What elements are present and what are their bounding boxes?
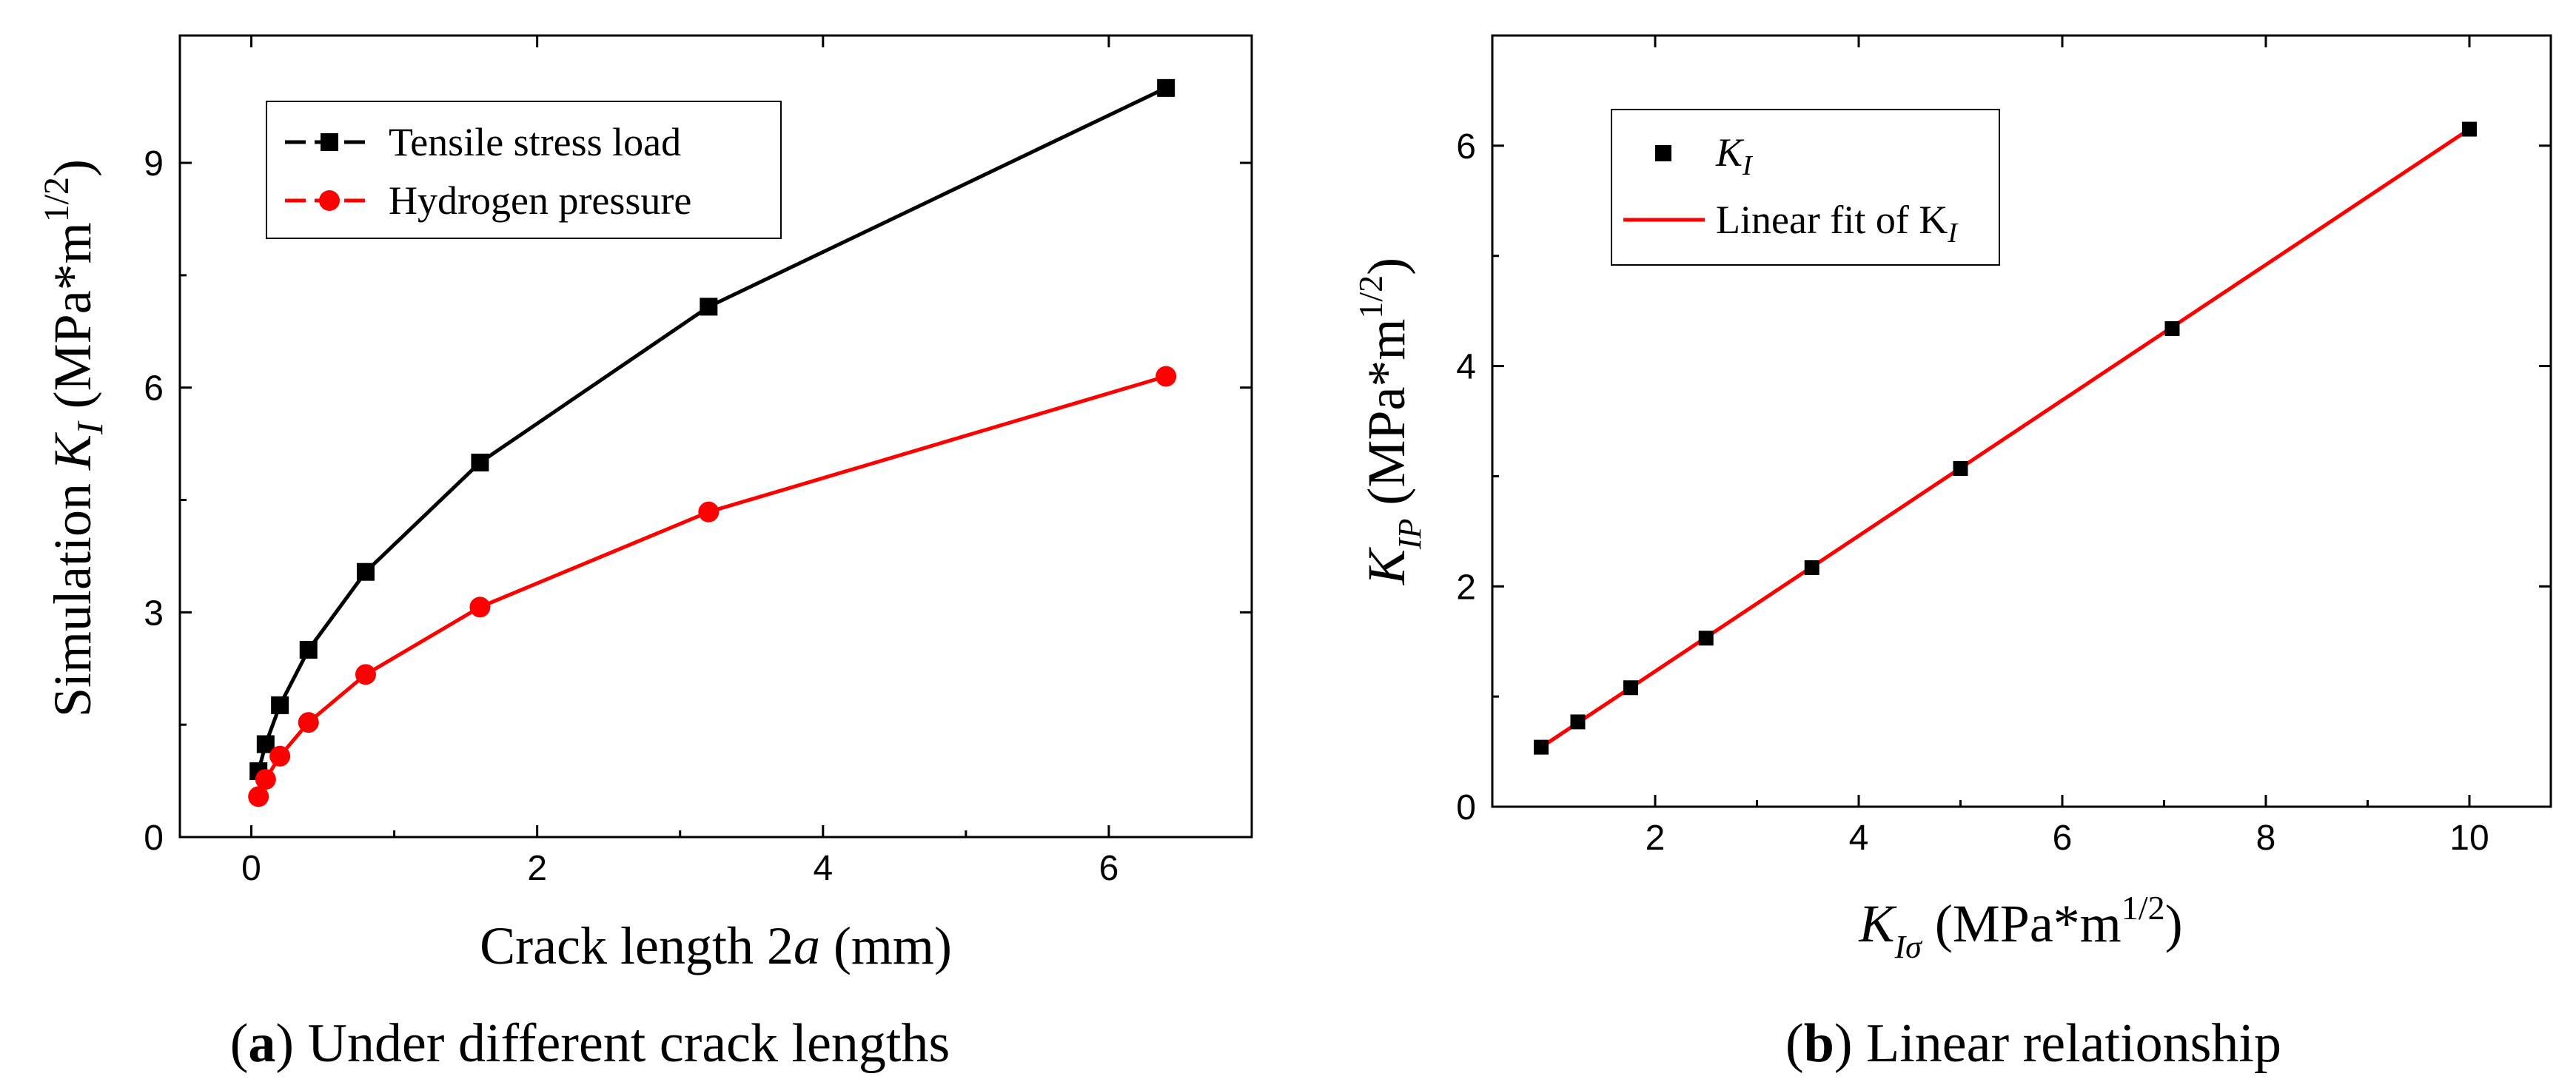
panel-b-caption-label: b	[1804, 1013, 1834, 1074]
panel-b-y-tick-label: 6	[1456, 127, 1476, 167]
panel-b-xlabel-mid: (MPa*m	[1922, 894, 2121, 953]
panel-b-x-tick-label: 4	[1849, 819, 1869, 858]
panel-a-caption-text: Under different crack lengths	[294, 1013, 950, 1074]
legend-label-ki-var: K	[1715, 130, 1745, 175]
panel-a-ylabel-post: )	[43, 159, 102, 177]
panel-a-y-tick-label: 9	[144, 144, 164, 184]
panel-b-ylabel-mid: (MPa*m	[1357, 319, 1416, 519]
data-point-tensile	[471, 453, 489, 471]
data-point-hydrogen	[269, 745, 291, 767]
legend-marker-tensile	[321, 133, 338, 151]
panel-b-xlabel-sub: Iσ	[1894, 929, 1923, 965]
panel-a-ylabel-mid: (MPa*m	[43, 222, 102, 422]
data-point-tensile	[271, 696, 289, 714]
legend-marker-ki	[1655, 145, 1671, 161]
panel-a-y-tick-label: 3	[144, 594, 164, 633]
data-point-hydrogen	[248, 786, 269, 807]
panel-b-series	[1534, 121, 2477, 755]
data-point-ki	[1804, 560, 1819, 575]
panel-b-caption: (b) Linear relationship	[1785, 1013, 2281, 1074]
data-point-ki	[1534, 739, 1549, 755]
panel-a-x-tick-label: 4	[813, 849, 833, 888]
panel-b-ylabel-var: K	[1357, 546, 1416, 585]
legend-label-fit-sub: I	[1947, 218, 1959, 249]
panel-a-ylabel-sub: I	[69, 420, 110, 435]
data-point-hydrogen	[469, 597, 491, 618]
legend-marker-hydrogen	[319, 190, 340, 211]
data-point-hydrogen	[255, 769, 276, 790]
panel-a-x-tick-label: 6	[1099, 849, 1119, 888]
panel-b-caption-text: Linear relationship	[1853, 1013, 2281, 1074]
legend-label-fit: Linear fit of KI	[1716, 198, 1959, 249]
panel-a-caption: (a) Under different crack lengths	[230, 1013, 950, 1074]
panel-b-x-tick-label: 10	[2449, 819, 2489, 858]
data-point-hydrogen	[698, 501, 720, 523]
panel-a-x-tick-label: 0	[241, 849, 261, 888]
panel-b-y-axis-title: KIP (MPa*m1/2)	[1352, 258, 1428, 585]
panel-b-x-tick-label: 2	[1646, 819, 1666, 858]
panel-b-ylabel-post: )	[1357, 258, 1416, 275]
data-point-tensile	[299, 640, 318, 659]
data-point-ki	[1698, 631, 1714, 646]
panel-b-legend: KI Linear fit of KI	[1611, 109, 2000, 266]
panel-b-x-tick-label: 6	[2053, 819, 2073, 858]
linear-fit-line	[1540, 127, 2471, 749]
panel-b-plot-frame	[1491, 34, 2552, 808]
panel-a-y-axis-title: Simulation KI (MPa*m1/2)	[37, 159, 110, 717]
panel-b-legend-box	[1611, 109, 2000, 266]
data-point-ki	[2462, 121, 2477, 137]
panel-a-caption-label: a	[248, 1013, 275, 1074]
panel-b-ylabel-sup: 1/2	[1352, 275, 1389, 319]
panel-a-x-tick-label: 2	[527, 849, 547, 888]
data-point-ki	[1953, 461, 1968, 477]
panel-a: 0 2 4 6 0 3 6 9 Tensile stress load Hydrogen pr…	[37, 34, 1253, 1074]
panel-a-xlabel-var: a	[794, 916, 820, 975]
panel-a-ylabel-sup: 1/2	[37, 177, 76, 222]
panel-b-x-tick-label: 8	[2256, 819, 2276, 858]
panel-a-y-tick-label: 0	[144, 819, 164, 858]
panel-b-xlabel-sup: 1/2	[2121, 889, 2165, 927]
data-point-ki	[1623, 680, 1638, 696]
panel-b-y-tick-label: 0	[1456, 788, 1476, 827]
panel-a-x-axis-title: Crack length 2a (mm)	[480, 916, 952, 975]
panel-b-y-tick-label: 4	[1456, 348, 1476, 387]
panel-a-ylabel-var: K	[43, 431, 102, 471]
panel-b-x-axis-title: KIσ (MPa*m1/2)	[1858, 889, 2182, 965]
panel-a-series	[248, 78, 1177, 807]
panel-b-ylabel-sub: IP	[1392, 519, 1428, 551]
series-line-hydrogen	[256, 374, 1167, 798]
panel-b-xlabel-var: K	[1858, 894, 1897, 953]
panel-a-xlabel-pre: Crack length 2	[480, 916, 794, 975]
legend-label-ki-sub: I	[1742, 150, 1754, 181]
data-point-hydrogen	[1155, 366, 1177, 387]
data-point-hydrogen	[355, 664, 376, 685]
legend-label-hydrogen: Hydrogen pressure	[389, 178, 691, 223]
panel-a-ticks: 0 2 4 6 0 3 6 9	[144, 36, 1252, 888]
panel-a-plot-frame	[178, 34, 1253, 839]
data-point-ki	[1570, 714, 1586, 730]
panel-b-ticks: 2 4 6 8 10 0 2 4 6	[1456, 36, 2551, 858]
panel-a-xlabel-post: (mm)	[820, 916, 952, 975]
legend-label-fit-text: Linear fit of K	[1716, 198, 1948, 242]
panel-b-xlabel-post: )	[2165, 894, 2183, 953]
panel-a-legend-box	[266, 101, 782, 239]
data-point-hydrogen	[298, 712, 319, 733]
panel-a-legend: Tensile stress load Hydrogen pressure	[266, 101, 782, 239]
panel-a-ylabel-pre: Simulation	[43, 470, 102, 717]
data-point-ki	[2164, 320, 2180, 336]
panel-b-y-tick-label: 2	[1456, 568, 1476, 607]
data-point-tensile	[1157, 78, 1175, 97]
panel-a-y-tick-label: 6	[144, 369, 164, 409]
legend-label-tensile: Tensile stress load	[389, 120, 681, 164]
data-point-tensile	[700, 298, 718, 316]
legend-label-ki: KI	[1715, 130, 1754, 181]
data-point-tensile	[356, 562, 375, 581]
